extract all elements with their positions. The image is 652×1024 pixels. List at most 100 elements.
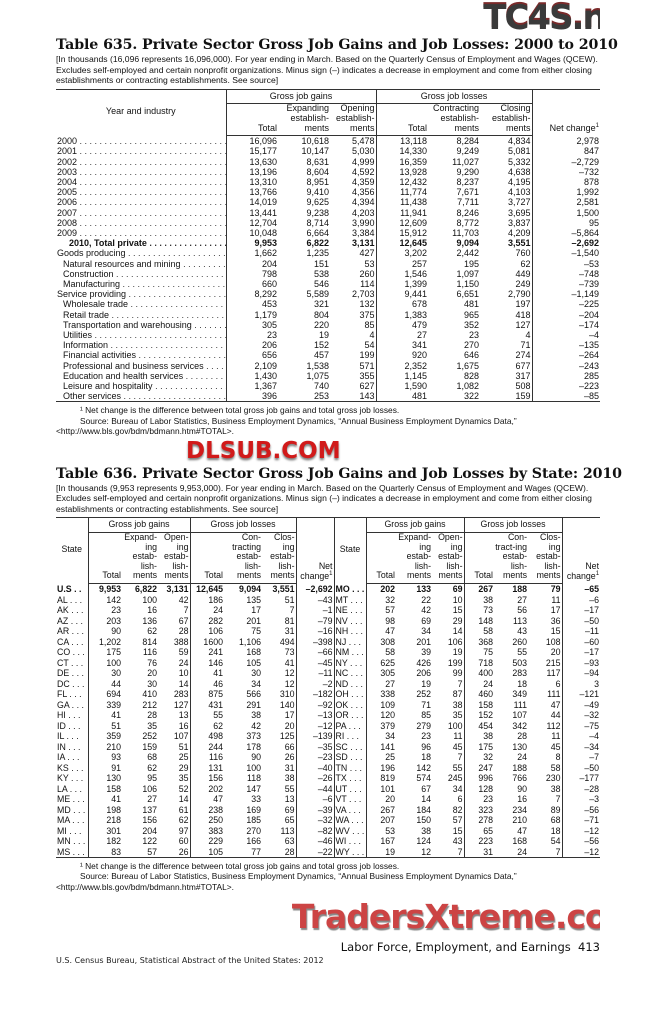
table-cell: 342 <box>512 720 528 731</box>
table-cell: 4,356 <box>351 187 375 198</box>
state-code: U.S <box>57 583 72 594</box>
table-cell: 26 <box>284 752 295 762</box>
table-cell: 99 <box>452 668 463 678</box>
table-cell: 31 <box>284 626 295 636</box>
table-cell: 305 <box>365 668 397 679</box>
table-cell: 38 <box>550 783 561 794</box>
table-cell: –11 <box>295 668 335 679</box>
table-cell: 27 <box>147 794 157 804</box>
gains-header: Gross job gains <box>225 89 376 105</box>
leader-dots: . . . . . . . . . . . . . . . . . . . . … <box>116 268 226 279</box>
row-label-text: Other services <box>63 391 122 402</box>
closing-header: Clos-ing estab-lish-ments <box>528 532 563 584</box>
table-cell: 28 <box>517 731 528 741</box>
leader-dots: . . . <box>69 678 85 689</box>
table-cell: 156 <box>189 773 224 784</box>
table-cell: 503 <box>512 657 528 668</box>
table-cell: 8,292 <box>225 289 278 300</box>
table-cell: 147 <box>246 783 261 794</box>
table-cell: 9,410 <box>306 187 329 198</box>
state-code: NJ <box>335 636 347 647</box>
leader-dots: . . . . . . . . . . . . . . . . . . . . … <box>149 238 226 249</box>
leader-dots: . . . <box>68 773 84 783</box>
leader-dots: . . . <box>70 804 86 815</box>
table-cell: 379 <box>365 720 397 731</box>
leader-dots: . . . <box>64 752 80 762</box>
state-cell: MT . . . <box>333 594 367 605</box>
table-cell: 34 <box>421 626 432 636</box>
table-cell: 28 <box>284 846 295 857</box>
state-cell: FL . . . <box>56 689 88 700</box>
opening-header: Open-ing estab-lish-ments <box>432 532 465 584</box>
table-cell: 60 <box>178 836 189 846</box>
table-cell: 7 <box>555 794 561 804</box>
table-cell: 47 <box>517 825 528 836</box>
row-label: 2010, Total private . . . . . . . . . . … <box>56 238 226 248</box>
leader-dots: . . . . . . . . . . . . . . . . . . . . … <box>138 350 226 361</box>
table-cell: 91 <box>87 762 122 773</box>
table-cell: 13 <box>284 794 295 804</box>
table-cell: 71 <box>520 340 531 351</box>
table-cell: 8,237 <box>456 176 479 187</box>
table-cell: –398 <box>295 636 335 647</box>
table-cell: 252 <box>416 689 432 699</box>
table-cell: 24 <box>463 678 495 689</box>
table-cell: 625 <box>365 657 397 668</box>
table-cell: 16,359 <box>375 156 428 167</box>
table-cell: 571 <box>359 360 375 371</box>
table-row: Other services . . . . . . . . . . . . .… <box>56 391 601 402</box>
table-cell: 449 <box>515 268 531 279</box>
table-cell: 660 <box>225 279 278 290</box>
table-cell: 130 <box>512 741 528 752</box>
leader-dots: . . . <box>68 762 84 773</box>
page-number: 413 <box>578 940 600 955</box>
state-cell: GA . . . <box>56 700 88 711</box>
leader-dots: . . . <box>66 689 82 699</box>
table-row: U.S . . 9,953 6,822 3,131 12,645 9,094 3,551 –2… <box>56 583 601 595</box>
table-cell: 8,714 <box>306 217 329 228</box>
leader-dots: . . . <box>348 699 363 710</box>
table-cell: 127 <box>173 699 189 710</box>
table-cell: 23 <box>463 794 495 805</box>
table-cell: 159 <box>142 741 157 752</box>
table-cell: 5,081 <box>507 146 531 157</box>
table-cell: –264 <box>531 350 601 361</box>
table-cell: 11,438 <box>375 197 428 208</box>
state-code: WV <box>335 825 350 836</box>
leader-dots: . . . <box>65 741 81 752</box>
table-cell: 338 <box>365 689 397 700</box>
table-cell: 45 <box>550 741 561 752</box>
table-cell: 481 <box>463 299 479 310</box>
row-label-text: 2005 <box>57 187 78 198</box>
leader-dots: . . . <box>347 615 363 626</box>
table-cell: 12 <box>284 678 295 689</box>
table-row: 2005 . . . . . . . . . . . . . . . . . .… <box>56 187 601 198</box>
leader-dots: . . . . . . . . . . . . . . . . . . . . … <box>79 156 226 167</box>
table-cell: 61 <box>178 804 189 815</box>
table-cell: 136 <box>142 615 157 626</box>
table-cell: 43 <box>452 836 463 846</box>
table-cell: 878 <box>531 176 601 188</box>
table-row: AR . . . 90 62 28 106 75 31 –16 NH . . . 47 34 14 58… <box>56 626 601 637</box>
table-row: GA . . . 339 212 127 431 291 140 –92 OK . . . 109… <box>56 699 601 711</box>
table-cell: 359 <box>87 731 122 742</box>
table-cell: 57 <box>365 605 397 616</box>
table-cell: 1,590 <box>375 381 428 392</box>
row-label: 2007 . . . . . . . . . . . . . . . . . .… <box>56 208 226 218</box>
table-cell: 355 <box>359 370 375 381</box>
source-url[interactable]: <http://www.bls.gov/bdm/bdmann.htm#TOTAL… <box>56 881 234 892</box>
table-cell: 965 <box>463 309 479 320</box>
table-cell: 96 <box>421 741 432 752</box>
source-url[interactable]: <http://www.bls.gov/bdm/bdmann.htm#TOTAL… <box>56 426 234 437</box>
table-cell: 69 <box>284 804 295 815</box>
table-row: MS . . . 83 57 26 105 77 28 –22 WY . . . 19 12 7 31 2… <box>56 846 601 858</box>
table-cell: 283 <box>173 689 189 699</box>
table-cell: 383 <box>189 825 224 836</box>
table-cell: 4,103 <box>507 187 531 198</box>
table-cell: 27 <box>375 330 428 341</box>
leader-dots: . . . <box>348 678 363 689</box>
table-cell: 62 <box>147 762 157 773</box>
table-cell: –2,692 <box>531 238 601 249</box>
table-cell: 16 <box>147 605 157 615</box>
table-cell: 95 <box>531 217 601 228</box>
